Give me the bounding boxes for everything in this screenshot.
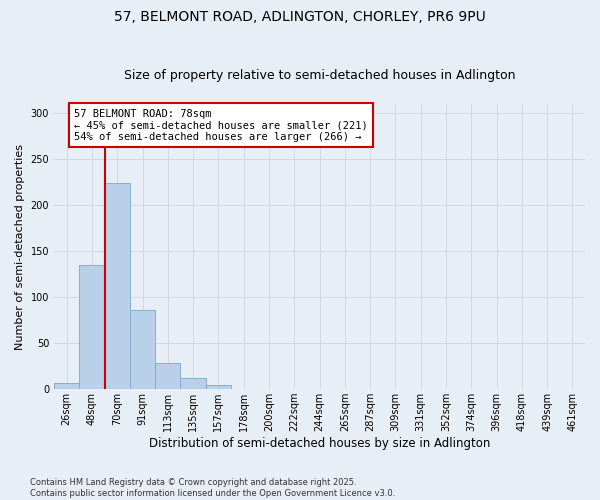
Bar: [206, 384, 231, 389]
Bar: [79, 265, 104, 389]
X-axis label: Distribution of semi-detached houses by size in Adlington: Distribution of semi-detached houses by …: [149, 437, 490, 450]
Bar: [155, 364, 181, 389]
Bar: [54, 382, 79, 389]
Text: Contains HM Land Registry data © Crown copyright and database right 2025.
Contai: Contains HM Land Registry data © Crown c…: [30, 478, 395, 498]
Bar: [130, 310, 155, 389]
Title: Size of property relative to semi-detached houses in Adlington: Size of property relative to semi-detach…: [124, 69, 515, 82]
Bar: [181, 378, 206, 389]
Text: 57 BELMONT ROAD: 78sqm
← 45% of semi-detached houses are smaller (221)
54% of se: 57 BELMONT ROAD: 78sqm ← 45% of semi-det…: [74, 108, 368, 142]
Bar: [104, 183, 130, 389]
Y-axis label: Number of semi-detached properties: Number of semi-detached properties: [15, 144, 25, 350]
Text: 57, BELMONT ROAD, ADLINGTON, CHORLEY, PR6 9PU: 57, BELMONT ROAD, ADLINGTON, CHORLEY, PR…: [114, 10, 486, 24]
